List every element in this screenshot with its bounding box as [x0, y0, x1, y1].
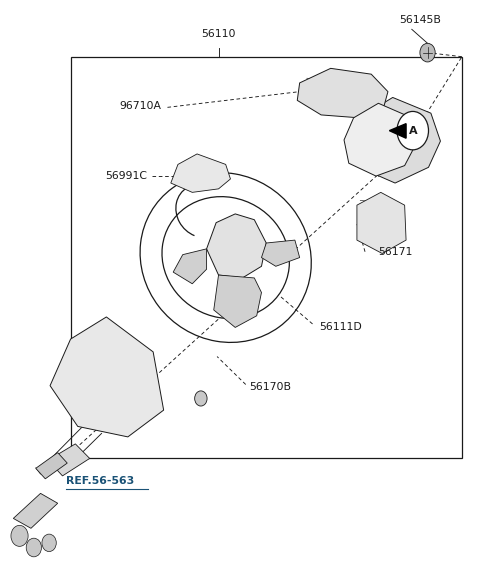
Ellipse shape — [162, 197, 289, 318]
Polygon shape — [354, 98, 441, 183]
Polygon shape — [48, 444, 90, 476]
Circle shape — [195, 391, 207, 406]
Text: 96710A: 96710A — [119, 101, 161, 111]
Polygon shape — [206, 214, 266, 278]
Polygon shape — [36, 453, 67, 479]
Polygon shape — [171, 154, 230, 192]
Circle shape — [26, 538, 41, 557]
Polygon shape — [357, 192, 406, 253]
Polygon shape — [214, 275, 262, 328]
Text: 56171: 56171 — [378, 247, 413, 257]
Polygon shape — [297, 68, 388, 118]
Text: 56991C: 56991C — [105, 171, 147, 181]
Polygon shape — [50, 317, 164, 437]
Bar — [71, 57, 462, 459]
Circle shape — [420, 43, 435, 62]
Text: 56170B: 56170B — [250, 382, 291, 392]
Circle shape — [42, 534, 56, 552]
Text: 56145B: 56145B — [399, 15, 441, 25]
Circle shape — [397, 111, 429, 150]
Text: 56110: 56110 — [201, 29, 236, 39]
Polygon shape — [173, 249, 206, 284]
Text: 56111D: 56111D — [319, 322, 361, 332]
Text: A: A — [408, 126, 417, 136]
Polygon shape — [262, 240, 300, 266]
Polygon shape — [389, 123, 406, 138]
Circle shape — [11, 525, 28, 546]
Polygon shape — [13, 493, 58, 528]
Text: REF.56-563: REF.56-563 — [66, 476, 134, 486]
Polygon shape — [344, 104, 417, 176]
